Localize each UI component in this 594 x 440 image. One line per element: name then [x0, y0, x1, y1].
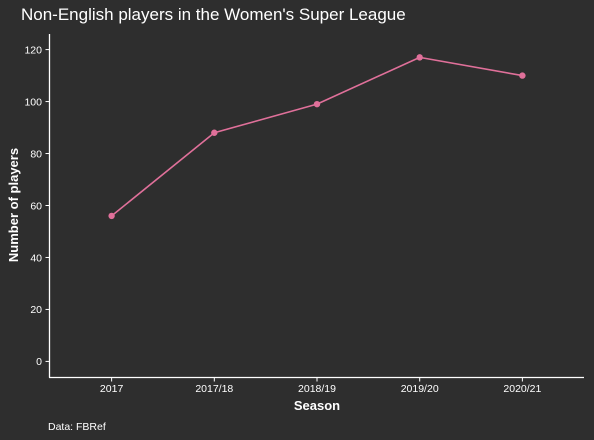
y-tick-label: 40 — [30, 252, 42, 264]
data-point — [211, 129, 218, 136]
y-tick-label: 60 — [30, 200, 42, 212]
caption: Data: FBRef — [48, 421, 106, 433]
x-axis: 2017 2017/18 2018/19 2019/20 2020/21 — [49, 376, 584, 395]
x-tick-label: 2018/19 — [298, 383, 336, 395]
y-tick-label: 20 — [30, 304, 42, 316]
data-point — [313, 100, 321, 108]
x-tick-label: 2017 — [100, 383, 124, 395]
series-layer — [108, 54, 526, 220]
series-line — [111, 56, 523, 217]
chart-title: Non-English players in the Women's Super… — [21, 5, 406, 24]
y-tick-label: 80 — [30, 148, 42, 160]
y-tick-label: 0 — [36, 356, 42, 368]
data-point — [108, 212, 115, 220]
y-tick-label: 120 — [24, 44, 42, 56]
x-tick-label: 2017/18 — [195, 383, 233, 395]
x-tick-label: 2019/20 — [401, 383, 439, 395]
x-tick-label: 2020/21 — [503, 383, 541, 395]
data-point — [519, 72, 526, 79]
y-axis-title: Number of players — [6, 148, 21, 262]
x-axis-title: Season — [294, 398, 340, 413]
data-point — [416, 54, 423, 61]
y-tick-label: 100 — [24, 96, 42, 108]
y-axis: 0 20 40 60 80 100 120 — [24, 34, 51, 378]
